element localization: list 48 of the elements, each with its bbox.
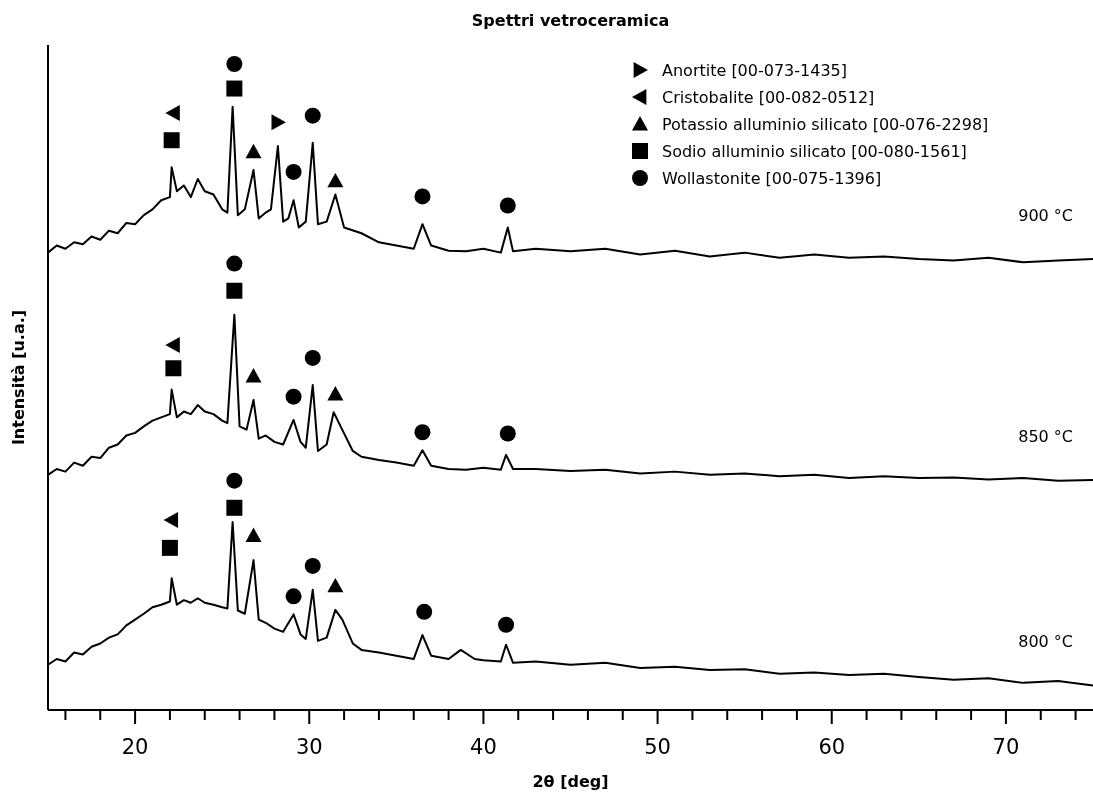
point (226, 80, 243, 97)
point (416, 603, 433, 620)
point (498, 616, 515, 633)
point (414, 424, 431, 441)
x-tick-label: 40 (470, 735, 497, 759)
x-tick-label: 50 (644, 735, 671, 759)
point (165, 360, 182, 377)
point (285, 163, 302, 180)
point (327, 386, 344, 401)
point (245, 527, 262, 542)
point (285, 588, 302, 605)
point (414, 188, 431, 205)
text: 850 °C (1018, 427, 1073, 447)
point (245, 143, 262, 159)
x-tick-label: 30 (295, 735, 323, 759)
x-axis-title: 2θ [deg] (532, 772, 609, 791)
y-axis-title: Intensità [u.a.] (9, 309, 28, 446)
x-tick-label: 70 (992, 735, 1020, 759)
point (163, 512, 179, 529)
legend-label: Anortite [00-073-1435] (662, 61, 848, 80)
text: 900 °C (1018, 206, 1073, 226)
point (226, 255, 243, 272)
point (165, 105, 180, 122)
point (163, 132, 180, 149)
point (226, 282, 243, 299)
point (304, 557, 321, 574)
point (226, 472, 243, 489)
point (327, 577, 344, 593)
point (161, 539, 178, 556)
point (165, 337, 180, 354)
point (327, 172, 344, 188)
point (499, 197, 516, 214)
point (271, 114, 286, 131)
x-tick-label: 20 (121, 735, 149, 759)
point (226, 56, 243, 72)
legend-label: Cristobalite [00-082-0512] (662, 88, 875, 107)
point (499, 425, 516, 442)
legend-label: Wollastonite [00-075-1396] (662, 169, 882, 188)
chart-title: Spettri vetroceramica (471, 11, 670, 30)
point (226, 499, 243, 516)
point (245, 368, 262, 383)
point (304, 349, 321, 366)
legend-label: Potassio alluminio silicato [00-076-2298] (662, 115, 989, 134)
legend-label: Sodio alluminio silicato [00-080-1561] (662, 142, 967, 161)
point (285, 388, 302, 405)
point (304, 107, 321, 124)
series-label: 800 °C (1018, 632, 1073, 652)
x-tick-label: 60 (818, 735, 846, 759)
